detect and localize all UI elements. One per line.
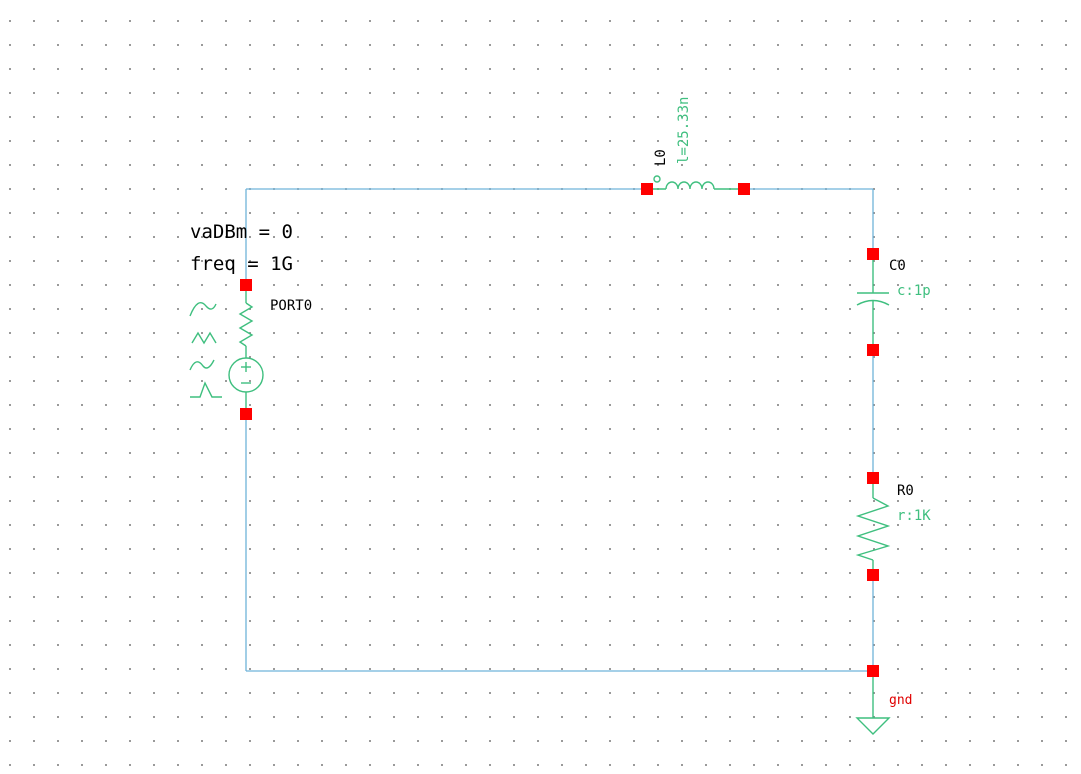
inductor-dot-marker xyxy=(653,175,661,183)
resistor[interactable]: R0 r:1K xyxy=(855,478,931,575)
port-param-power: vaDBm = 0 xyxy=(190,221,293,243)
pin-resistor-top[interactable] xyxy=(867,472,879,484)
capacitor-value: c:1p xyxy=(897,283,931,299)
sine-wave-icon xyxy=(189,302,217,317)
pin-inductor-right[interactable] xyxy=(738,183,750,195)
port-param-freq: freq = 1G xyxy=(190,253,293,275)
inductor-coil-symbol xyxy=(665,181,715,190)
triangle-wave-icon xyxy=(191,331,217,345)
resistor-value: r:1K xyxy=(897,508,931,524)
pins xyxy=(240,183,879,677)
pin-port-minus[interactable] xyxy=(240,408,252,420)
resistor-zigzag-symbol xyxy=(855,497,891,561)
pulse-wave-icon xyxy=(189,359,215,371)
pin-ground[interactable] xyxy=(867,665,879,677)
square-wave-icon xyxy=(190,381,222,398)
resistor-name: R0 xyxy=(897,483,914,499)
pin-port-plus[interactable] xyxy=(240,279,252,291)
ground-net-label: gnd xyxy=(889,693,912,708)
ground-symbol xyxy=(855,717,891,735)
pin-inductor-left[interactable] xyxy=(641,183,653,195)
inductor-value: l=25.33n xyxy=(676,97,692,164)
capacitor-name: C0 xyxy=(889,258,906,274)
inductor[interactable]: L0 l=25.33n xyxy=(647,97,744,190)
inductor-name: L0 xyxy=(653,149,669,166)
wires xyxy=(245,188,874,672)
ground[interactable]: gnd xyxy=(855,671,912,735)
capacitor[interactable]: C0 c:1p xyxy=(856,254,931,350)
pin-capacitor-top[interactable] xyxy=(867,248,879,260)
port-source[interactable]: PORT0 vaDBm = 0 freq = 1G xyxy=(189,221,312,414)
pin-resistor-bottom[interactable] xyxy=(867,569,879,581)
port-name: PORT0 xyxy=(270,298,312,314)
pin-capacitor-bottom[interactable] xyxy=(867,344,879,356)
port-resistor-symbol xyxy=(238,302,254,347)
